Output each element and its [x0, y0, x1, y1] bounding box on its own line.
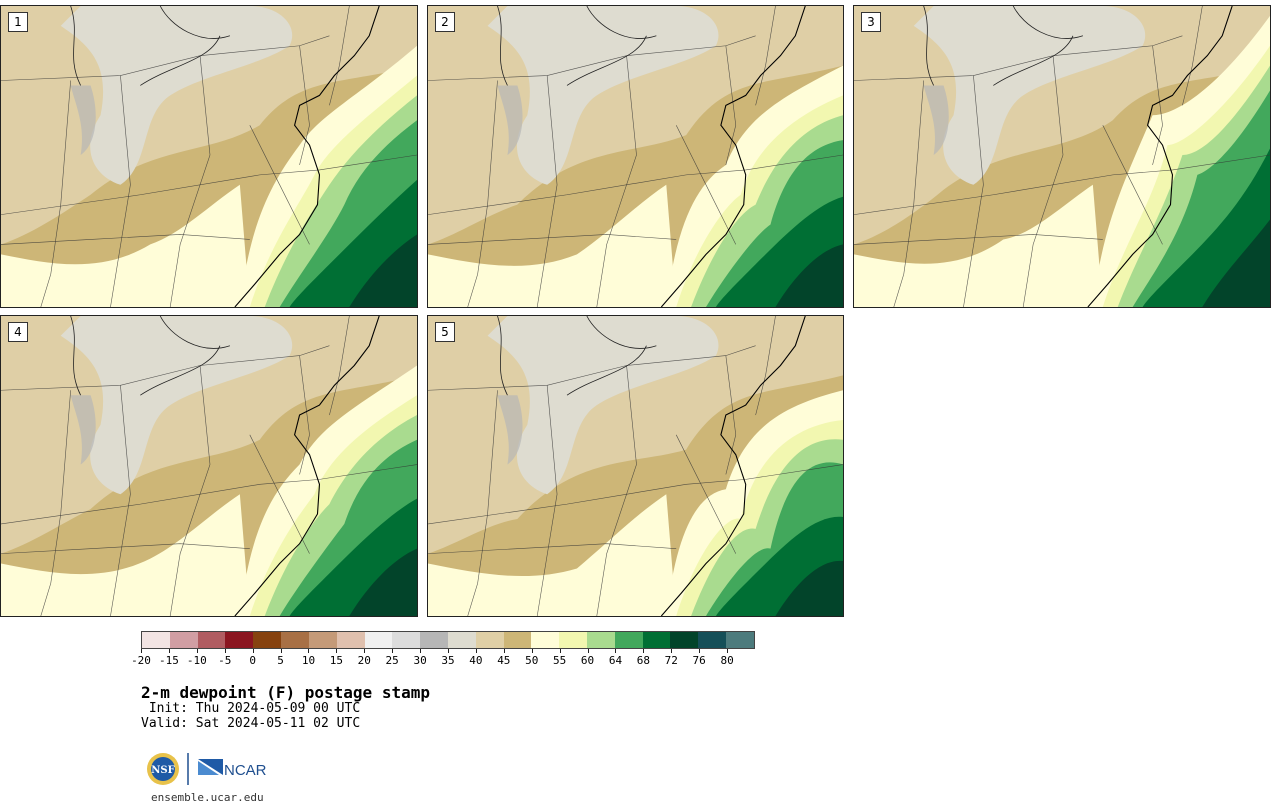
- colorbar-segment: [197, 632, 226, 648]
- colorbar-segment: [420, 632, 448, 648]
- colorbar-tick: [503, 649, 505, 653]
- colorbar-tick: [699, 649, 701, 653]
- logos: NSF NCAR: [147, 753, 267, 785]
- colorbar-segment: [670, 632, 699, 648]
- colorbar-segment: [336, 632, 365, 648]
- colorbar-tick: [168, 649, 170, 653]
- colorbar-tick-label: 50: [525, 654, 539, 667]
- colorbar-tick: [587, 649, 589, 653]
- dewpoint-map: [1, 316, 417, 616]
- colorbar-tick: [531, 649, 533, 653]
- colorbar-tick-label: 55: [553, 654, 567, 667]
- colorbar-tick-label: 76: [692, 654, 706, 667]
- colorbar-segment: [503, 632, 532, 648]
- colorbar-tick: [308, 649, 310, 653]
- colorbar-segment: [308, 632, 337, 648]
- map-panel-5: 5: [427, 315, 844, 617]
- colorbar-tick-label: -15: [158, 654, 179, 667]
- dewpoint-map: [854, 6, 1270, 307]
- colorbar-tick-label: 35: [441, 654, 455, 667]
- colorbar-tick: [727, 649, 729, 653]
- colorbar-segment: [475, 632, 504, 648]
- map-panel-4: 4: [0, 315, 418, 617]
- colorbar-tick-label: 25: [385, 654, 399, 667]
- colorbar-segment: [614, 632, 643, 648]
- colorbar-tick-label: 45: [497, 654, 511, 667]
- colorbar-tick-label: -20: [131, 654, 151, 667]
- colorbar-tick-label: 5: [277, 654, 284, 667]
- ncar-logo-icon: NCAR: [198, 759, 267, 779]
- svg-text:NCAR: NCAR: [224, 762, 267, 779]
- panel-number: 3: [861, 12, 881, 32]
- panel-number: 4: [8, 322, 28, 342]
- colorbar-tick-label: 72: [664, 654, 678, 667]
- colorbar-tick: [141, 649, 142, 653]
- site-url: ensemble.ucar.edu: [151, 791, 264, 804]
- map-panel-2: 2: [427, 5, 844, 308]
- colorbar-segment: [253, 632, 282, 648]
- map-panel-1: 1: [0, 5, 418, 308]
- init-time: Init: Thu 2024-05-09 00 UTC: [141, 701, 361, 716]
- colorbar-tick: [559, 649, 561, 653]
- colorbar-tick: [615, 649, 617, 653]
- colorbar-segment: [726, 632, 754, 648]
- colorbar-segment: [587, 632, 615, 648]
- colorbar-segment: [392, 632, 421, 648]
- colorbar-segment: [169, 632, 198, 648]
- colorbar-tick-label: 40: [469, 654, 483, 667]
- colorbar-segment: [698, 632, 727, 648]
- dewpoint-map: [428, 316, 843, 616]
- colorbar-tick: [643, 649, 645, 653]
- colorbar-tick-label: 15: [329, 654, 343, 667]
- colorbar-tick-label: -5: [218, 654, 232, 667]
- colorbar-ticks: -20 -15 -10 -5 0 5 10 15 20 25 30 35 40 45 50 55 60 64 68 7…: [131, 649, 755, 669]
- colorbar-tick: [475, 649, 477, 653]
- colorbar-segment: [142, 632, 170, 648]
- colorbar-tick-label: 64: [608, 654, 623, 667]
- panel-number: 1: [8, 12, 28, 32]
- panel-number: 5: [435, 322, 455, 342]
- chart-title: 2-m dewpoint (F) postage stamp: [141, 683, 430, 702]
- colorbar-tick: [252, 649, 254, 653]
- panel-number: 2: [435, 12, 455, 32]
- colorbar-tick-label: 80: [720, 654, 734, 667]
- colorbar-tick-label: -10: [186, 654, 207, 667]
- colorbar-segment: [364, 632, 393, 648]
- colorbar-tick: [336, 649, 338, 653]
- colorbar-tick: [364, 649, 366, 653]
- colorbar-tick: [392, 649, 394, 653]
- colorbar-segment: [447, 632, 476, 648]
- dewpoint-map: [1, 6, 417, 307]
- colorbar-segment: [642, 632, 671, 648]
- map-panel-3: 3: [853, 5, 1271, 308]
- colorbar-tick-label: 30: [413, 654, 427, 667]
- colorbar-segment: [531, 632, 560, 648]
- colorbar-segment: [225, 632, 254, 648]
- nsf-logo-icon: NSF: [147, 753, 179, 785]
- colorbar-segment: [281, 632, 309, 648]
- valid-time: Valid: Sat 2024-05-11 02 UTC: [141, 716, 361, 731]
- svg-text:NSF: NSF: [151, 765, 174, 776]
- colorbar-tick: [420, 649, 422, 653]
- colorbar-tick: [448, 649, 449, 653]
- colorbar-tick: [280, 649, 282, 653]
- colorbar-tick-label: 60: [580, 654, 595, 667]
- dewpoint-map: [428, 6, 843, 307]
- colorbar-tick-label: 20: [357, 654, 371, 667]
- colorbar-tick-label: 0: [249, 654, 256, 667]
- colorbar-tick-label: 68: [636, 654, 650, 667]
- colorbar-segment: [559, 632, 587, 648]
- colorbar-tick-label: 10: [301, 654, 316, 667]
- colorbar: [141, 631, 755, 649]
- colorbar-tick: [224, 649, 226, 653]
- colorbar-tick: [196, 649, 198, 653]
- colorbar-tick: [671, 649, 673, 653]
